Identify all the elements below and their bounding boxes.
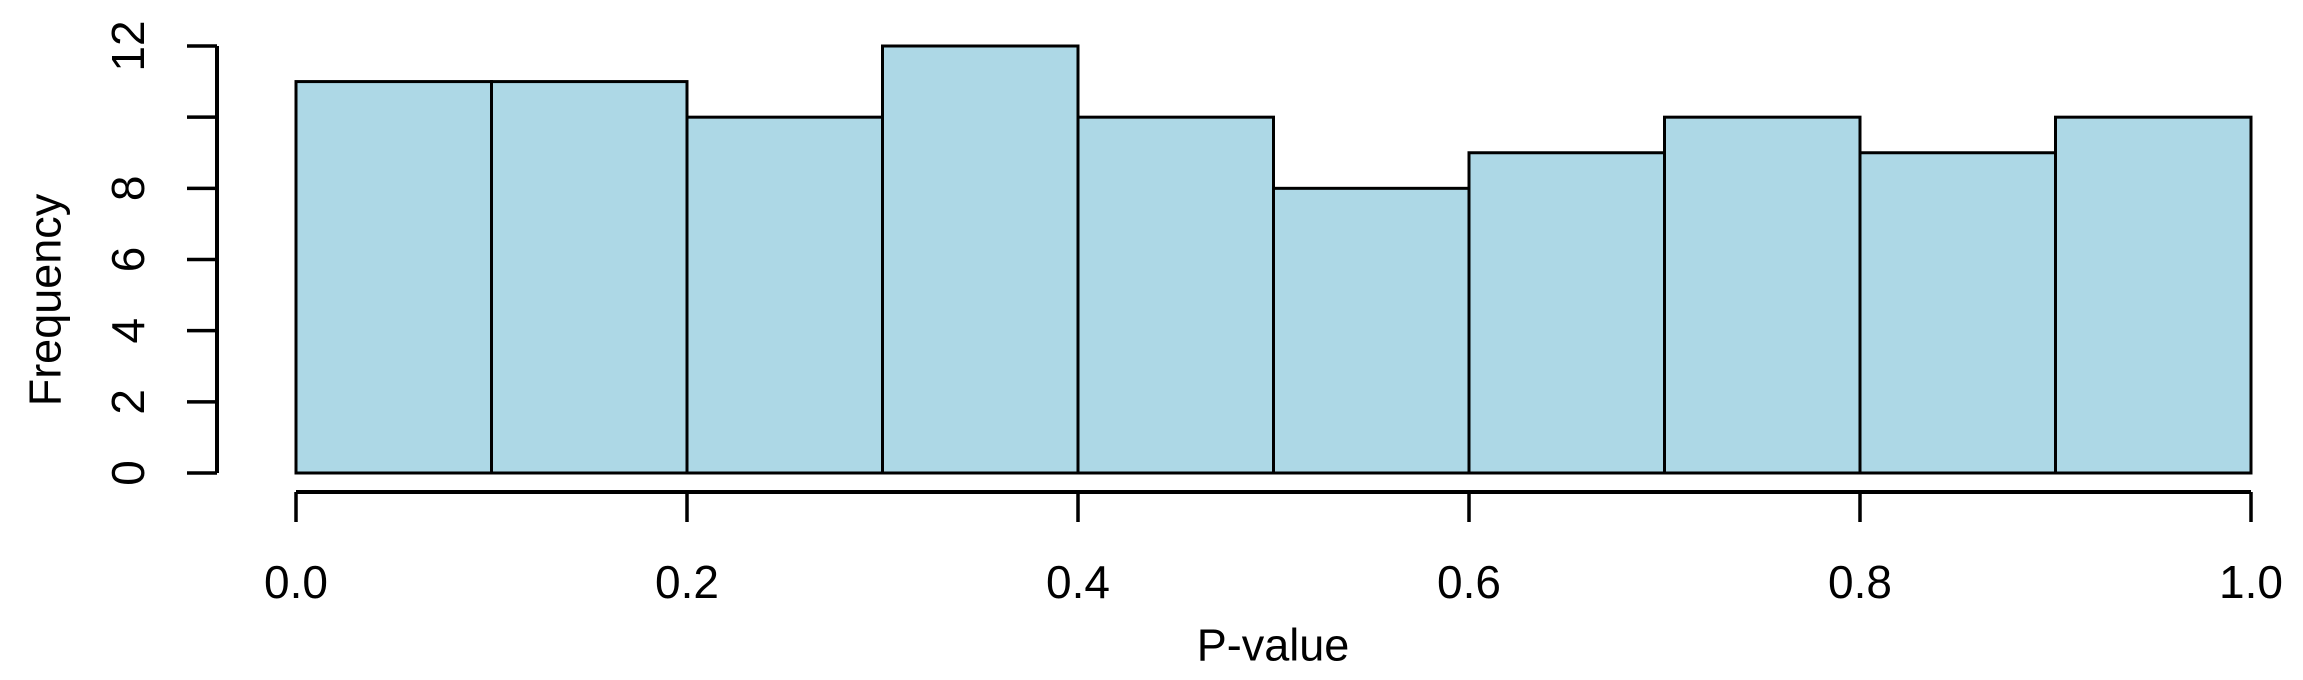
y-tick-label: 12: [102, 20, 154, 71]
x-tick-label: 0.4: [1046, 556, 1110, 608]
y-axis-title: Frequency: [20, 193, 71, 406]
histogram-bar: [881, 44, 1080, 475]
histogram-bar: [490, 80, 689, 475]
y-tick-label: 4: [102, 318, 154, 344]
histogram-bar: [2054, 115, 2253, 475]
histogram-bar: [1076, 115, 1275, 475]
y-tick-label: 0: [102, 460, 154, 486]
histogram-bar: [1663, 115, 1862, 475]
x-tick-label: 0.8: [1828, 556, 1892, 608]
x-tick-label: 1.0: [2219, 556, 2283, 608]
x-tick-label: 0.6: [1437, 556, 1501, 608]
y-tick-label: 6: [102, 247, 154, 273]
histogram-bar: [294, 80, 493, 475]
y-tick-label: 2: [102, 389, 154, 415]
x-tick-label: 0.0: [264, 556, 328, 608]
histogram-bar: [1858, 151, 2057, 475]
y-tick-label: 8: [102, 176, 154, 202]
x-axis-title: P-value: [1197, 620, 1350, 671]
chart-generated-layer: 0 2 4 6 8 12 0.0 0.2 0.4 0.6 0.8 1.0: [102, 20, 2283, 608]
x-tick-label: 0.2: [655, 556, 719, 608]
histogram-bar: [1272, 186, 1471, 475]
histogram-bar: [685, 115, 884, 475]
histogram-bar: [1467, 151, 1666, 475]
